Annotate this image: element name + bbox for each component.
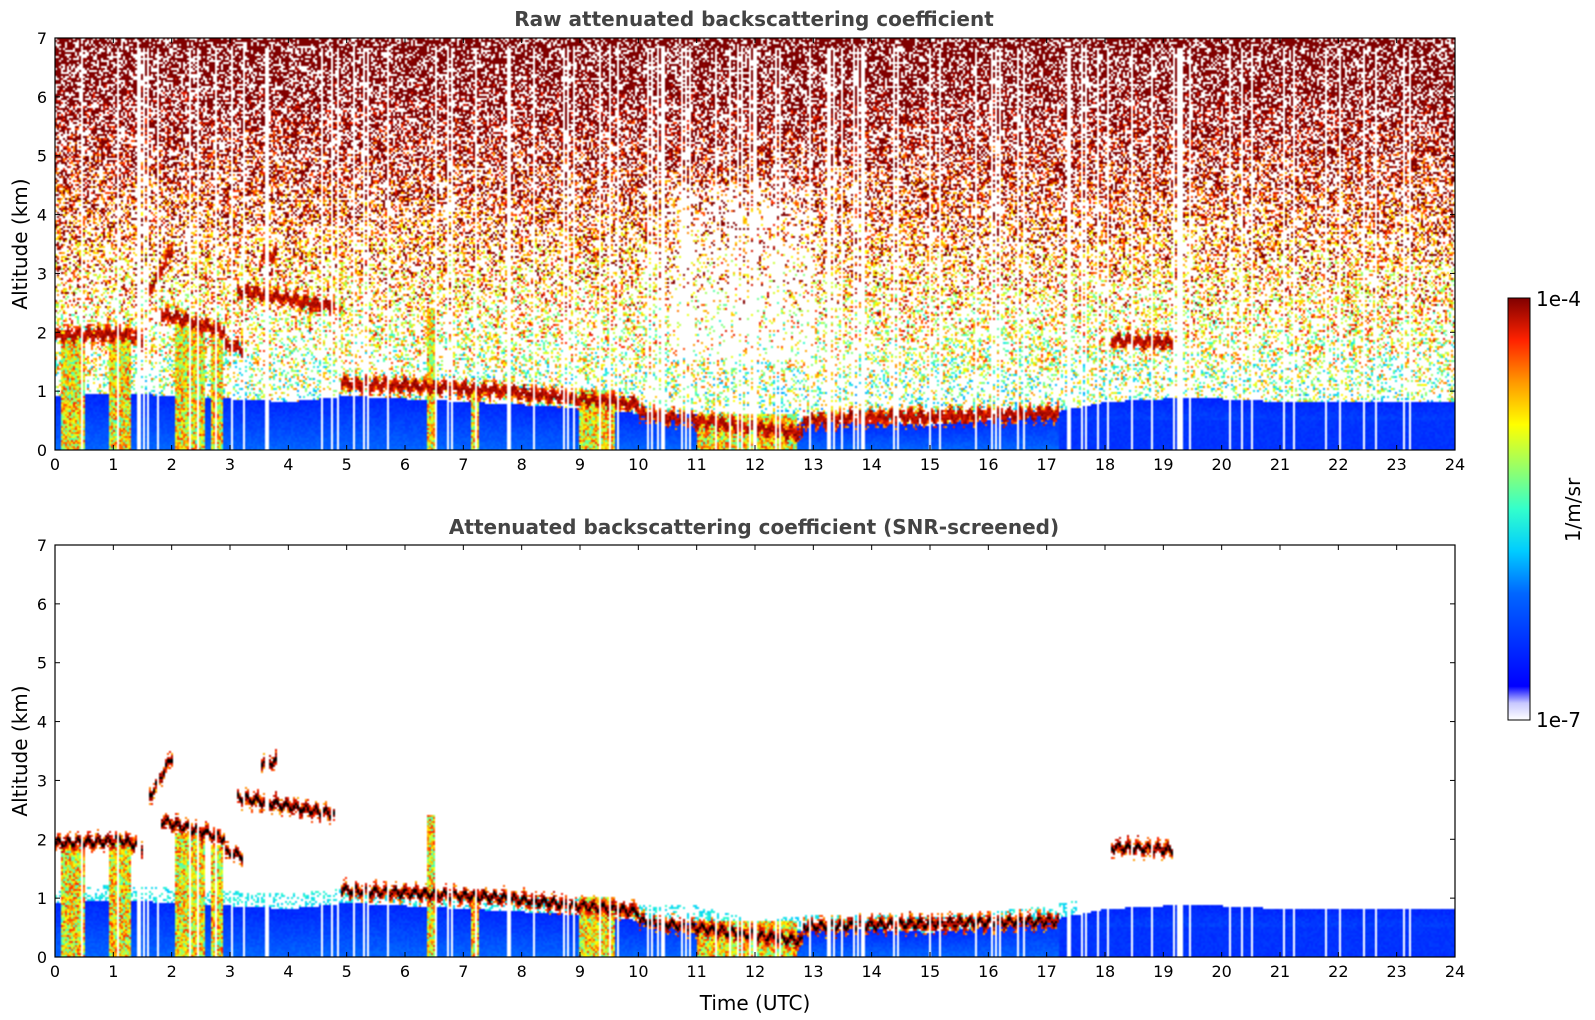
y-tick-label: 2	[37, 323, 47, 342]
x-tick-label: 13	[803, 962, 823, 981]
y-tick-label: 6	[37, 595, 47, 614]
x-tick-label: 6	[400, 455, 410, 474]
x-tick-label: 23	[1386, 455, 1406, 474]
x-tick-label: 19	[1153, 455, 1173, 474]
x-tick-label: 13	[803, 455, 823, 474]
plot-frame	[54, 37, 1456, 451]
y-axis-label: Altitude (km)	[8, 178, 32, 309]
x-tick-label: 14	[861, 455, 881, 474]
x-tick-label: 3	[225, 455, 235, 474]
colorbar-min-label: 1e-7	[1536, 708, 1581, 732]
x-tick-label: 9	[575, 962, 585, 981]
y-tick-label: 4	[37, 713, 47, 732]
x-tick-label: 17	[1036, 455, 1056, 474]
x-tick-label: 1	[108, 962, 118, 981]
y-axis-label: Altitude (km)	[8, 685, 32, 816]
y-tick-label: 5	[37, 147, 47, 166]
x-tick-label: 17	[1036, 962, 1056, 981]
colorbar: 1e-4 1e-7 1/m/sr	[1507, 287, 1585, 732]
x-tick-label: 7	[458, 455, 468, 474]
y-tick-label: 7	[37, 536, 47, 555]
plot-frame	[54, 544, 1456, 958]
x-tick-label: 5	[342, 962, 352, 981]
x-tick-label: 10	[628, 962, 648, 981]
x-tick-label: 15	[920, 455, 940, 474]
x-tick-label: 11	[686, 962, 706, 981]
x-tick-label: 18	[1095, 962, 1115, 981]
x-tick-label: 4	[283, 962, 293, 981]
x-tick-label: 22	[1328, 455, 1348, 474]
x-tick-label: 7	[458, 962, 468, 981]
x-tick-label: 5	[342, 455, 352, 474]
panel-title: Raw attenuated backscattering coefficien…	[514, 7, 994, 31]
x-axis-label: Time (UTC)	[699, 991, 811, 1015]
y-tick-label: 3	[37, 264, 47, 283]
x-tick-label: 19	[1153, 962, 1173, 981]
x-tick-label: 12	[745, 962, 765, 981]
heatmap-raster	[55, 545, 1455, 957]
y-tick-label: 5	[37, 654, 47, 673]
y-tick-label: 1	[37, 382, 47, 401]
colorbar-max-label: 1e-4	[1536, 287, 1581, 311]
x-tick-label: 10	[628, 455, 648, 474]
panel-title: Attenuated backscattering coefficient (S…	[449, 515, 1059, 539]
colorbar-unit-label: 1/m/sr	[1561, 477, 1585, 542]
panel-screened: Attenuated backscattering coefficient (S…	[8, 515, 1465, 1015]
x-tick-label: 24	[1445, 962, 1465, 981]
y-tick-label: 0	[37, 441, 47, 460]
x-tick-label: 24	[1445, 455, 1465, 474]
x-tick-label: 12	[745, 455, 765, 474]
x-tick-label: 21	[1270, 962, 1290, 981]
x-tick-label: 15	[920, 962, 940, 981]
x-tick-label: 16	[978, 962, 998, 981]
x-tick-label: 2	[167, 455, 177, 474]
y-tick-label: 2	[37, 830, 47, 849]
y-tick-label: 0	[37, 948, 47, 967]
x-tick-label: 0	[50, 962, 60, 981]
x-tick-label: 18	[1095, 455, 1115, 474]
x-tick-label: 20	[1211, 455, 1231, 474]
x-tick-label: 16	[978, 455, 998, 474]
y-tick-label: 4	[37, 206, 47, 225]
x-tick-label: 8	[517, 455, 527, 474]
panel-raw: Raw attenuated backscattering coefficien…	[8, 7, 1465, 474]
x-tick-label: 8	[517, 962, 527, 981]
x-tick-label: 9	[575, 455, 585, 474]
x-tick-label: 0	[50, 455, 60, 474]
x-tick-label: 6	[400, 962, 410, 981]
x-tick-label: 3	[225, 962, 235, 981]
x-tick-label: 14	[861, 962, 881, 981]
x-tick-label: 1	[108, 455, 118, 474]
colorbar-gradient	[1507, 297, 1531, 721]
x-tick-label: 20	[1211, 962, 1231, 981]
y-tick-label: 1	[37, 889, 47, 908]
y-tick-label: 7	[37, 29, 47, 48]
x-tick-label: 4	[283, 455, 293, 474]
x-tick-label: 2	[167, 962, 177, 981]
y-tick-label: 3	[37, 771, 47, 790]
x-tick-label: 11	[686, 455, 706, 474]
x-tick-label: 22	[1328, 962, 1348, 981]
x-tick-label: 21	[1270, 455, 1290, 474]
x-tick-label: 23	[1386, 962, 1406, 981]
heatmap-raster	[55, 38, 1455, 450]
y-tick-label: 6	[37, 88, 47, 107]
